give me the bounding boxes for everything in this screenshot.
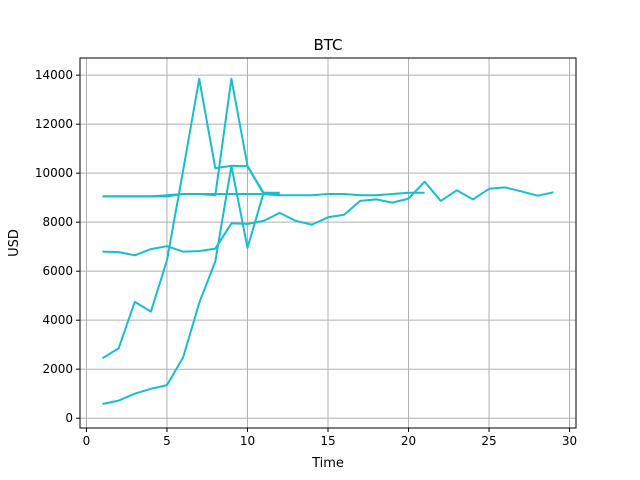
x-tick-label: 0 xyxy=(83,434,91,448)
y-tick-label: 8000 xyxy=(42,215,73,229)
series-line-2 xyxy=(101,77,280,360)
x-axis-label: Time xyxy=(311,456,344,471)
y-tick-label: 12000 xyxy=(35,117,73,131)
series-line-4 xyxy=(102,191,425,198)
ticks: 0 5 10 15 20 25 30 0 2000 4000 6000 8000 10000 12000 1… xyxy=(35,68,577,448)
x-tick-label: 15 xyxy=(320,434,335,448)
x-tick-label: 10 xyxy=(240,434,255,448)
grid xyxy=(80,58,576,428)
series-layer xyxy=(101,77,554,405)
y-axis-label: USD xyxy=(7,229,22,257)
y-tick-label: 10000 xyxy=(35,166,73,180)
x-tick-label: 30 xyxy=(562,434,577,448)
y-tick-label: 2000 xyxy=(42,362,73,376)
series-line-5 xyxy=(102,180,554,257)
y-tick-label: 6000 xyxy=(42,264,73,278)
x-tick-label: 20 xyxy=(401,434,416,448)
y-tick-label: 4000 xyxy=(42,313,73,327)
y-tick-label: 0 xyxy=(65,411,73,425)
chart-title: BTC xyxy=(313,36,342,54)
y-tick-label: 14000 xyxy=(35,68,73,82)
x-tick-label: 25 xyxy=(481,434,496,448)
x-tick-label: 5 xyxy=(163,434,171,448)
